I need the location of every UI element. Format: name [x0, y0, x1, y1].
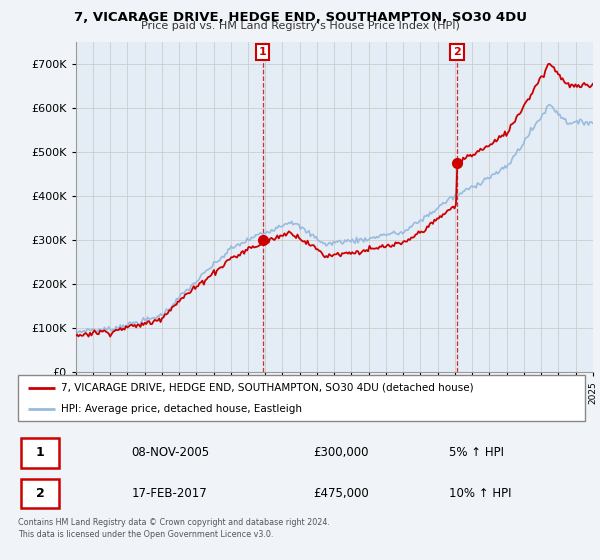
Text: Contains HM Land Registry data © Crown copyright and database right 2024.
This d: Contains HM Land Registry data © Crown c… [18, 518, 330, 539]
FancyBboxPatch shape [21, 438, 59, 468]
FancyBboxPatch shape [18, 375, 585, 421]
Text: 2: 2 [453, 47, 461, 57]
Text: 08-NOV-2005: 08-NOV-2005 [131, 446, 209, 459]
Text: 5% ↑ HPI: 5% ↑ HPI [449, 446, 504, 459]
Text: 17-FEB-2017: 17-FEB-2017 [131, 487, 207, 500]
Text: 1: 1 [259, 47, 266, 57]
Text: £475,000: £475,000 [313, 487, 368, 500]
Text: 7, VICARAGE DRIVE, HEDGE END, SOUTHAMPTON, SO30 4DU (detached house): 7, VICARAGE DRIVE, HEDGE END, SOUTHAMPTO… [61, 382, 473, 393]
Text: Price paid vs. HM Land Registry's House Price Index (HPI): Price paid vs. HM Land Registry's House … [140, 21, 460, 31]
Text: HPI: Average price, detached house, Eastleigh: HPI: Average price, detached house, East… [61, 404, 302, 414]
Text: 2: 2 [36, 487, 44, 500]
Text: 7, VICARAGE DRIVE, HEDGE END, SOUTHAMPTON, SO30 4DU: 7, VICARAGE DRIVE, HEDGE END, SOUTHAMPTO… [74, 11, 527, 24]
Text: 10% ↑ HPI: 10% ↑ HPI [449, 487, 511, 500]
FancyBboxPatch shape [21, 479, 59, 508]
Text: 1: 1 [36, 446, 44, 459]
Text: £300,000: £300,000 [313, 446, 368, 459]
